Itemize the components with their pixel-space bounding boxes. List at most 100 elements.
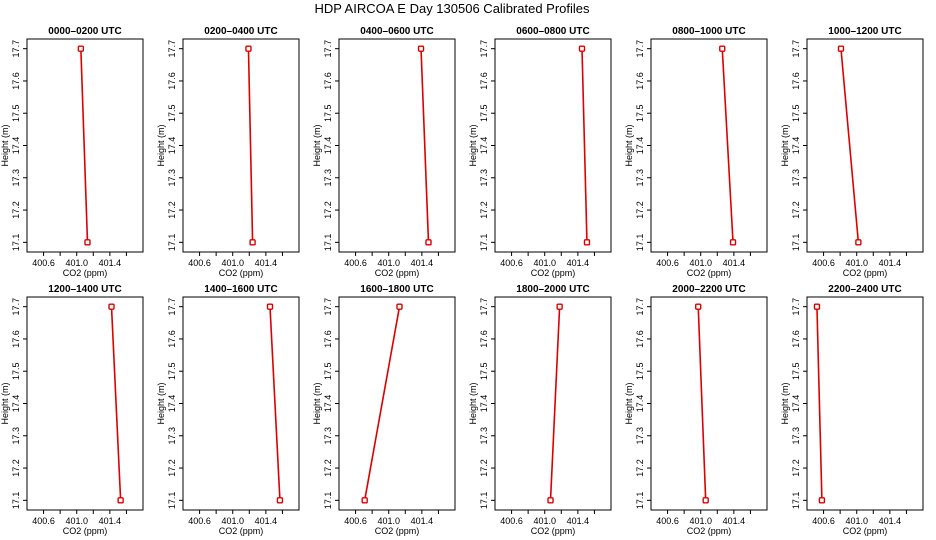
data-point	[729, 239, 737, 246]
panel-12: 2200–2400 UTC 400.6 401.0 401.4 17.1 17.2 17.3…	[780, 284, 924, 536]
y-tick-label: 17.4	[791, 137, 801, 155]
y-tick-label: 17.3	[11, 427, 21, 445]
plot-frame	[494, 296, 612, 511]
panel-title: 0600–0800 UTC	[516, 26, 589, 37]
plot-frame	[26, 296, 144, 511]
y-tick-label: 17.6	[11, 330, 21, 348]
y-tick-label: 17.4	[791, 395, 801, 413]
panel-title: 1800–2000 UTC	[516, 284, 589, 295]
panel-title: 0200–0400 UTC	[204, 26, 277, 37]
data-point	[556, 303, 563, 310]
y-tick-label: 17.4	[167, 395, 177, 413]
panel-title: 1200–1400 UTC	[48, 284, 121, 295]
y-tick-label: 17.1	[791, 492, 801, 510]
x-tick-label: 401.4	[879, 516, 902, 526]
panel-3: 0400–0600 UTC 400.6 401.0 401.4 17.1 17.2 17.3…	[312, 26, 456, 278]
y-tick-label: 17.1	[11, 492, 21, 510]
data-point	[361, 497, 368, 504]
y-tick-label: 17.7	[479, 298, 489, 316]
data-point	[702, 497, 709, 504]
x-tick-label: 400.6	[500, 258, 523, 268]
y-axis-label: Height (m)	[780, 382, 790, 424]
y-tick-label: 17.4	[479, 395, 489, 413]
y-tick-label: 17.5	[167, 362, 177, 380]
panel-title: 1600–1800 UTC	[360, 284, 433, 295]
y-tick-label: 17.4	[11, 137, 21, 155]
x-tick-label: 401.0	[533, 516, 556, 526]
panel-11: 2000–2200 UTC 400.6 401.0 401.4 17.1 17.2 17.3…	[624, 284, 768, 536]
x-axis-label: CO2 (ppm)	[219, 268, 264, 278]
y-tick-label: 17.2	[323, 201, 333, 219]
y-tick-label: 17.3	[167, 427, 177, 445]
x-tick-label: 401.0	[533, 258, 556, 268]
x-tick-label: 400.6	[344, 258, 367, 268]
y-tick-label: 17.6	[167, 330, 177, 348]
y-tick-label: 17.4	[323, 395, 333, 413]
y-tick-label: 17.5	[323, 104, 333, 122]
data-point	[547, 497, 554, 504]
x-tick-label: 401.4	[411, 258, 434, 268]
y-tick-label: 17.2	[11, 201, 21, 219]
y-tick-label: 17.3	[791, 427, 801, 445]
y-tick-label: 17.4	[635, 395, 645, 413]
profile-line	[420, 48, 430, 243]
plot-frame	[182, 38, 300, 253]
y-tick-label: 17.5	[167, 104, 177, 122]
x-tick-label: 401.4	[723, 258, 746, 268]
x-tick-label: 401.0	[845, 516, 868, 526]
x-axis-label: CO2 (ppm)	[63, 526, 108, 536]
y-tick-label: 17.5	[479, 362, 489, 380]
profile-line	[721, 48, 734, 243]
y-tick-label: 17.7	[791, 298, 801, 316]
y-tick-label: 17.1	[479, 234, 489, 252]
y-tick-label: 17.5	[791, 104, 801, 122]
y-tick-label: 17.4	[323, 137, 333, 155]
data-point	[425, 239, 432, 246]
y-tick-label: 17.3	[791, 169, 801, 187]
x-axis-label: CO2 (ppm)	[375, 526, 420, 536]
data-point	[855, 239, 862, 246]
y-tick-label: 17.6	[323, 330, 333, 348]
x-tick-label: 401.0	[65, 516, 88, 526]
x-tick-label: 401.0	[377, 516, 400, 526]
panel-10: 1800–2000 UTC 400.6 401.0 401.4 17.1 17.2 17.3…	[468, 284, 612, 536]
plot-frame	[338, 38, 456, 253]
panel-2: 0200–0400 UTC 400.6 401.0 401.4 17.1 17.2 17.3…	[156, 26, 300, 278]
y-tick-label: 17.6	[479, 72, 489, 90]
y-tick-label: 17.5	[635, 104, 645, 122]
y-tick-label: 17.5	[11, 104, 21, 122]
y-tick-label: 17.2	[791, 201, 801, 219]
panel-7: 1200–1400 UTC 400.6 401.0 401.4 17.1 17.2 17.3…	[0, 284, 144, 536]
y-tick-label: 17.6	[479, 330, 489, 348]
panel-title: 1400–1600 UTC	[204, 284, 277, 295]
y-tick-label: 17.5	[479, 104, 489, 122]
x-tick-label: 400.6	[812, 516, 835, 526]
y-axis-label: Height (m)	[312, 124, 322, 166]
y-tick-label: 17.6	[323, 72, 333, 90]
y-axis-label: Height (m)	[468, 124, 478, 166]
y-tick-label: 17.6	[167, 72, 177, 90]
y-tick-label: 17.5	[11, 362, 21, 380]
y-tick-label: 17.7	[11, 40, 21, 58]
x-tick-label: 400.6	[188, 258, 211, 268]
data-point	[695, 303, 702, 310]
y-tick-label: 17.1	[791, 234, 801, 252]
x-tick-label: 401.0	[689, 258, 712, 268]
y-tick-label: 17.2	[635, 459, 645, 477]
y-tick-label: 17.2	[479, 201, 489, 219]
y-tick-label: 17.4	[479, 137, 489, 155]
panel-8: 1400–1600 UTC 400.6 401.0 401.4 17.1 17.2 17.3…	[156, 284, 300, 536]
profile-line	[697, 306, 707, 501]
x-axis-label: CO2 (ppm)	[219, 526, 264, 536]
plot-frame	[806, 38, 924, 253]
x-tick-label: 401.0	[221, 258, 244, 268]
y-tick-label: 17.6	[635, 72, 645, 90]
y-tick-label: 17.2	[167, 459, 177, 477]
y-tick-label: 17.3	[479, 427, 489, 445]
panel-grid: 0000–0200 UTC 400.6 401.0 401.4 17.1 17.2 17.3…	[0, 26, 924, 536]
x-tick-label: 400.6	[656, 516, 679, 526]
x-tick-label: 401.0	[221, 516, 244, 526]
data-point	[818, 497, 826, 504]
data-point	[583, 239, 591, 246]
y-tick-label: 17.1	[323, 492, 333, 510]
